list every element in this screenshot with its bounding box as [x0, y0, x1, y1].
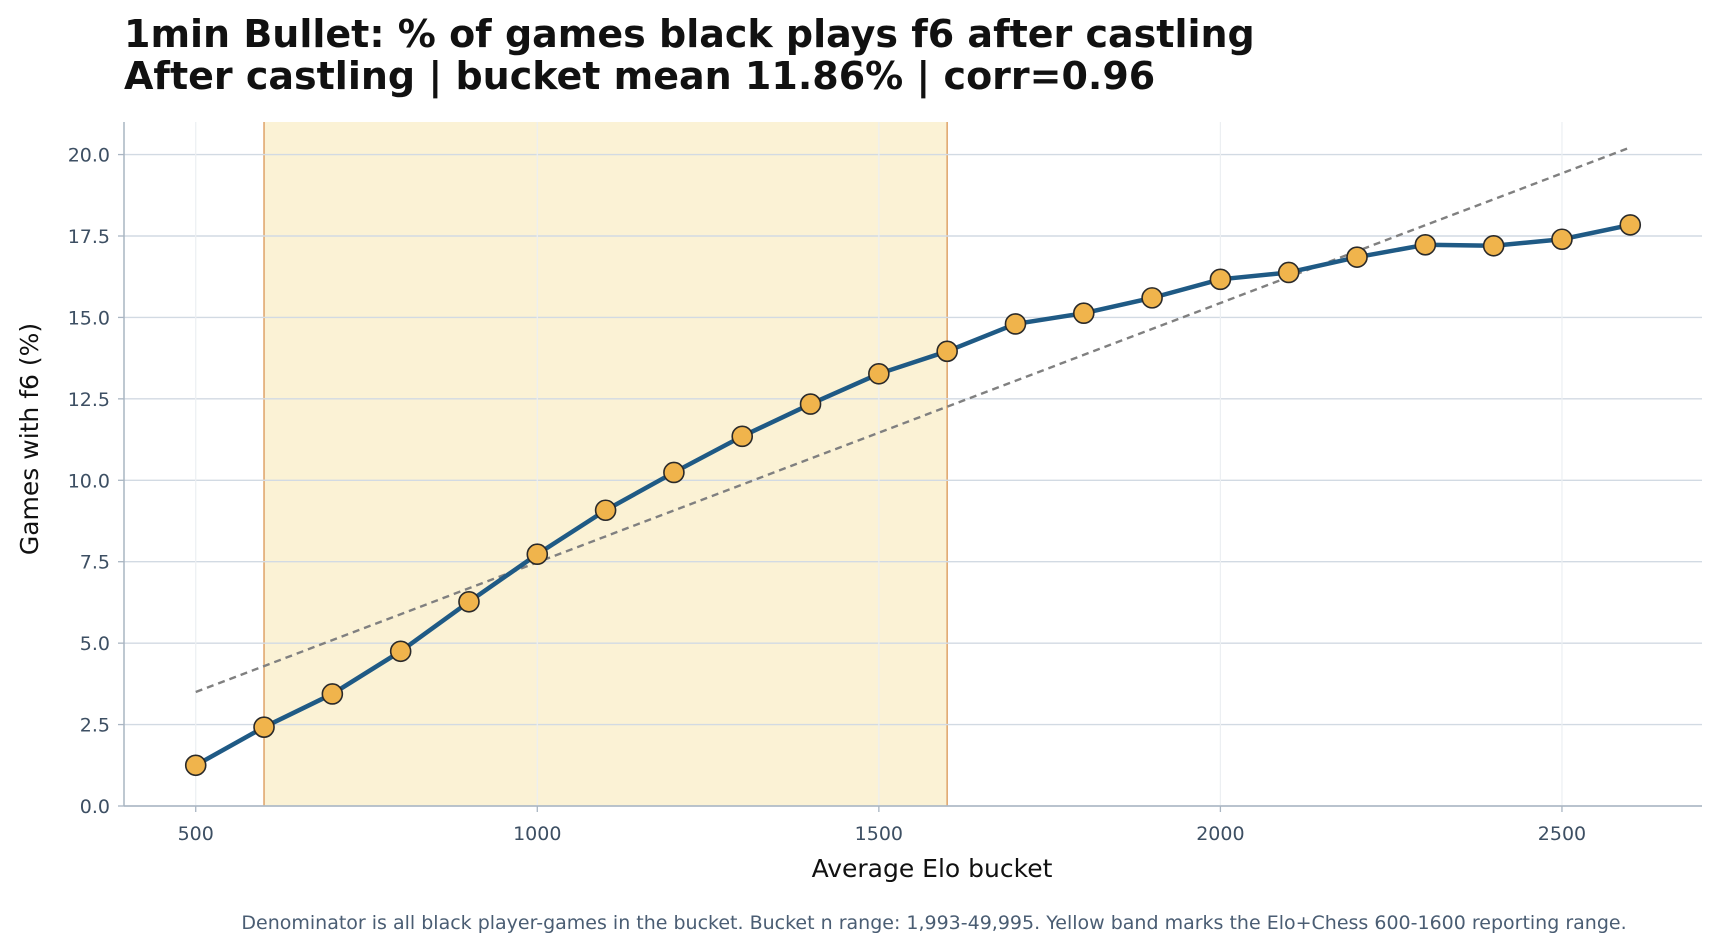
data-point: [184, 754, 207, 777]
y-tick-label: 15.0: [68, 307, 110, 329]
data-point: [1004, 313, 1027, 335]
trendline: [195, 146, 1631, 694]
data-point: [799, 393, 822, 415]
data-point: [1072, 302, 1095, 324]
data-point: [1414, 233, 1437, 256]
data-point: [321, 683, 344, 705]
y-tick-label: 12.5: [68, 389, 110, 411]
data-point: [253, 716, 275, 738]
data-point: [731, 425, 754, 448]
series-layer: [184, 214, 1642, 777]
chart-title: 1min Bullet: % of games black plays f6 a…: [124, 12, 1255, 56]
x-axis-label: Average Elo bucket: [812, 854, 1053, 883]
y-tick-label: 7.5: [80, 552, 110, 574]
data-point: [1141, 287, 1163, 309]
data-point: [1209, 268, 1232, 291]
y-axis-label: Games with f6 (%): [15, 323, 44, 555]
y-tick-label: 0.0: [80, 796, 110, 818]
axes: [118, 122, 1702, 812]
y-tick-label: 2.5: [80, 715, 110, 737]
x-tick-label: 2500: [1538, 823, 1586, 845]
y-tick-label: 20.0: [68, 145, 110, 167]
data-point: [1619, 214, 1642, 236]
data-point: [458, 590, 480, 613]
data-point: [663, 461, 685, 484]
x-tick-label: 2000: [1196, 823, 1244, 845]
y-tick-label: 5.0: [80, 633, 110, 655]
data-point: [936, 340, 958, 363]
data-point: [1277, 261, 1300, 284]
x-tick-label: 1000: [513, 823, 561, 845]
data-point: [1346, 246, 1368, 268]
y-tick-label: 10.0: [68, 470, 110, 492]
data-point: [594, 499, 617, 522]
data-point: [1551, 228, 1573, 251]
data-point: [526, 543, 549, 566]
trendline-layer: [195, 146, 1631, 694]
band-fill: [264, 122, 948, 806]
chart-subtitle: After castling | bucket mean 11.86% | co…: [124, 54, 1155, 99]
tick-labels: 0.0 2.5 5.0 7.5 10.0 12.5 15.0 17.5 20.0 500 1000 1…: [68, 145, 1586, 845]
series-line: [193, 222, 1633, 768]
data-point: [1482, 234, 1505, 257]
chart-footnote: Denominator is all black player-games in…: [241, 912, 1626, 934]
data-point: [389, 640, 412, 663]
x-tick-label: 500: [178, 823, 214, 845]
y-tick-label: 17.5: [68, 226, 110, 248]
data-point: [868, 362, 890, 385]
reporting-range-band: [263, 122, 948, 806]
x-tick-label: 1500: [855, 823, 903, 845]
